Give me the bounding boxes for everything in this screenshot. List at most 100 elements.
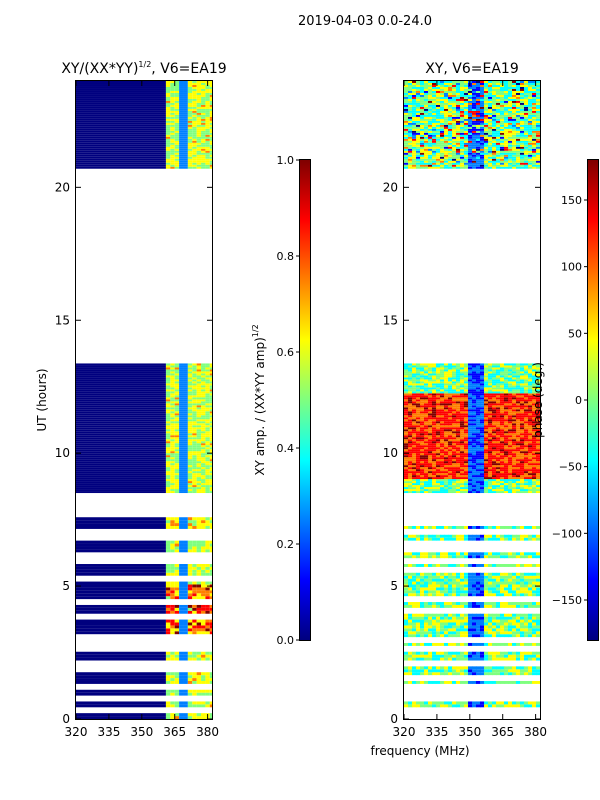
phase-cell [464, 625, 469, 629]
amp-ratio-cell [209, 487, 212, 490]
phase-cell [524, 405, 529, 408]
phase-cell [512, 439, 517, 442]
amp-ratio-cell [165, 393, 171, 396]
phase-cell [452, 433, 457, 436]
amp-ratio-cell [179, 138, 184, 141]
amp-ratio-cell [201, 108, 206, 111]
phase-cell [420, 403, 425, 406]
amp-ratio-cell [76, 391, 166, 394]
amp-ratio-cell [165, 81, 171, 83]
amp-ratio-cell [179, 483, 184, 486]
amp-ratio-cell [179, 467, 184, 470]
amp-ratio-cell [179, 716, 184, 719]
amp-ratio-cell [165, 421, 171, 424]
amp-ratio-cell [187, 587, 193, 591]
phase-cell [468, 473, 473, 476]
phase-cell [472, 672, 477, 676]
phase-cell [508, 602, 513, 605]
phase-cell [512, 427, 517, 430]
phase-cell [416, 449, 421, 452]
phase-cell [420, 572, 425, 576]
phase-cell [480, 439, 485, 442]
phase-cell [504, 449, 509, 452]
phase-cell [408, 487, 413, 490]
phase-cell [492, 619, 497, 623]
phase-cell [476, 379, 481, 382]
phase-cell [496, 415, 501, 418]
amp-ratio-cell [209, 417, 212, 420]
phase-cell [408, 475, 413, 478]
amp-ratio-cell [183, 469, 188, 472]
phase-cell [460, 654, 465, 658]
phase-cell [440, 463, 445, 466]
amp-ratio-cell [209, 596, 212, 600]
amp-ratio-cell [165, 672, 171, 676]
phase-cell [460, 441, 465, 444]
amp-ratio-cell [209, 116, 212, 119]
phase-cell [404, 489, 409, 492]
phase-panel-title: XY, V6=EA19 [425, 61, 519, 77]
phase-cell [468, 397, 473, 400]
phase-cell [460, 423, 465, 426]
phase-cell [504, 453, 509, 456]
amp-ratio-cell [165, 483, 171, 486]
phase-cell [416, 555, 421, 559]
amp-ratio-cell [209, 110, 212, 113]
amp-ratio-ytick-label: 0 [62, 712, 70, 726]
phase-cell [532, 552, 537, 556]
amp-ratio-cell [174, 377, 180, 380]
phase-cell [532, 631, 537, 635]
phase-cell [472, 471, 477, 474]
phase-cell [524, 471, 529, 474]
phase-cell [468, 395, 473, 398]
phase-cell [460, 413, 465, 416]
amp-ratio-cell [196, 166, 202, 169]
amp-ratio-cell [201, 112, 206, 115]
amp-ratio-cell [196, 152, 202, 155]
amp-ratio-cell [174, 136, 180, 139]
phase-cell [476, 467, 481, 470]
phase-cell [520, 417, 525, 420]
amp-ratio-cell [201, 471, 206, 474]
phase-cell [508, 534, 513, 538]
phase-cell [440, 415, 445, 418]
phase-cell [488, 453, 493, 456]
phase-cell [436, 672, 441, 676]
phase-cell [464, 451, 469, 454]
amp-ratio-cell [205, 593, 210, 597]
amp-ratio-cell [192, 104, 197, 107]
phase-cell [428, 631, 433, 635]
amp-ratio-cell [196, 132, 202, 135]
phase-cell [408, 625, 413, 629]
amp-ratio-cell [201, 405, 206, 408]
amp-ratio-cell [201, 713, 206, 717]
phase-cell [488, 534, 493, 538]
amp-ratio-cell [201, 485, 206, 488]
phase-cell [480, 455, 485, 458]
phase-cell [468, 431, 473, 434]
phase-cell [416, 395, 421, 398]
phase-cell [536, 389, 540, 392]
amp-ratio-cell [170, 114, 175, 117]
phase-cell [404, 385, 409, 388]
phase-cell [412, 425, 417, 428]
phase-cell [416, 409, 421, 412]
phase-cell [496, 407, 501, 410]
phase-cell [452, 526, 457, 529]
amp-ratio-cell [174, 383, 180, 386]
phase-cell [428, 437, 433, 440]
phase-cell [480, 485, 485, 488]
amp-ratio-cell [209, 104, 212, 107]
phase-cell [412, 395, 417, 398]
amp-ratio-cell [165, 373, 171, 376]
phase-cell [460, 642, 465, 646]
amp-ratio-cell [76, 401, 166, 404]
amp-ratio-cell [165, 98, 171, 101]
phase-cell [412, 477, 417, 480]
phase-cell [460, 479, 465, 482]
phase-cell [476, 616, 481, 620]
amp-ratio-cell [187, 399, 193, 402]
phase-cell [416, 429, 421, 432]
amp-ratio-cell [196, 457, 202, 460]
amp-ratio-cell [196, 610, 202, 614]
